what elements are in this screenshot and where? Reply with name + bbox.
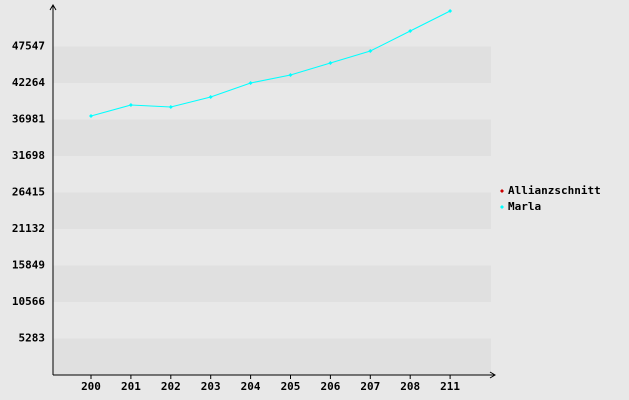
- series-line: [90, 10, 451, 117]
- y-tick-label: 31698: [12, 149, 45, 162]
- grid-band: [53, 83, 491, 120]
- y-tick-label: 42264: [12, 76, 45, 89]
- grid-band: [53, 229, 491, 266]
- x-tick-label: 203: [201, 380, 221, 393]
- grid-band: [53, 192, 491, 229]
- data-point: [368, 48, 373, 53]
- grid-band: [53, 119, 491, 156]
- y-axis-arrow: [49, 4, 57, 11]
- y-tick-label: 26415: [12, 186, 45, 199]
- data-point: [408, 29, 413, 34]
- y-tick-label: 47547: [12, 40, 45, 53]
- grid-band: [53, 156, 491, 193]
- x-tick-label: 200: [81, 380, 101, 393]
- x-tick-label: 206: [320, 380, 340, 393]
- x-tick-label: 211: [440, 380, 460, 393]
- x-tick-label: 207: [360, 380, 380, 393]
- x-tick-label: 201: [121, 380, 141, 393]
- x-axis-arrow: [489, 371, 496, 379]
- legend-marker: [500, 205, 504, 209]
- x-tick-label: 202: [161, 380, 181, 393]
- data-point: [448, 9, 453, 14]
- x-tick-label: 208: [400, 380, 420, 393]
- y-tick-label: 5283: [19, 332, 46, 345]
- x-tick-label: 205: [281, 380, 301, 393]
- x-tick-label: 204: [241, 380, 261, 393]
- grid-band: [53, 10, 491, 47]
- data-point: [89, 113, 93, 118]
- y-tick-label: 10566: [12, 295, 45, 308]
- grid-band: [53, 338, 491, 375]
- data-point: [288, 72, 293, 77]
- grid-band: [53, 302, 491, 339]
- data-point: [248, 81, 253, 85]
- legend-marker: [500, 189, 504, 193]
- data-point: [128, 102, 133, 107]
- data-point: [208, 95, 213, 100]
- y-tick-label: 36981: [12, 113, 45, 126]
- legend-label: Marla: [508, 200, 541, 213]
- grid-band: [53, 46, 491, 83]
- y-tick-label: 15849: [12, 259, 45, 272]
- y-tick-label: 21132: [12, 222, 45, 235]
- data-point: [328, 60, 333, 65]
- legend-label: Allianzschnitt: [508, 184, 601, 197]
- grid-band: [53, 265, 491, 302]
- data-point: [168, 105, 173, 110]
